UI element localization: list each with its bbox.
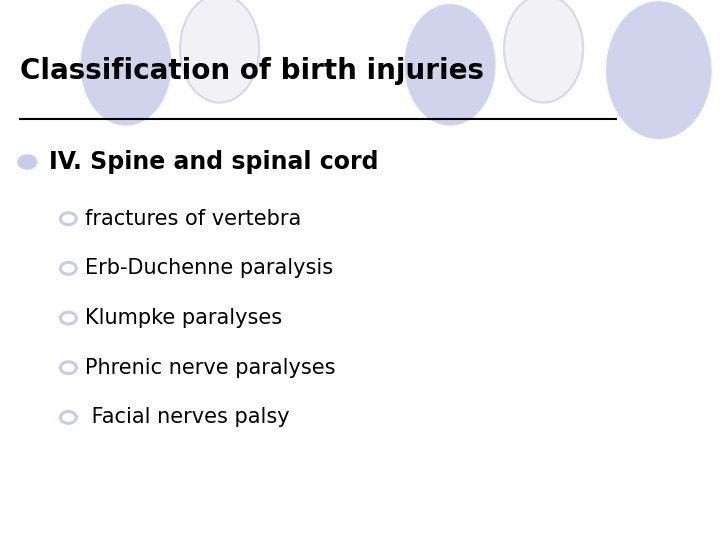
Ellipse shape xyxy=(504,0,583,103)
Text: Facial nerves palsy: Facial nerves palsy xyxy=(85,407,289,428)
Text: Erb-Duchenne paralysis: Erb-Duchenne paralysis xyxy=(85,258,333,279)
Circle shape xyxy=(60,262,76,274)
Text: Phrenic nerve paralyses: Phrenic nerve paralyses xyxy=(85,357,336,378)
Text: Klumpke paralyses: Klumpke paralyses xyxy=(85,308,282,328)
Circle shape xyxy=(60,312,76,324)
Ellipse shape xyxy=(180,0,259,103)
Circle shape xyxy=(18,155,37,169)
Circle shape xyxy=(60,213,76,225)
Circle shape xyxy=(60,411,76,423)
Ellipse shape xyxy=(605,0,713,140)
Circle shape xyxy=(60,362,76,374)
Text: fractures of vertebra: fractures of vertebra xyxy=(85,208,301,229)
Ellipse shape xyxy=(403,3,497,127)
Text: Classification of birth injuries: Classification of birth injuries xyxy=(20,57,484,85)
Ellipse shape xyxy=(79,3,173,127)
Text: IV. Spine and spinal cord: IV. Spine and spinal cord xyxy=(49,150,379,174)
